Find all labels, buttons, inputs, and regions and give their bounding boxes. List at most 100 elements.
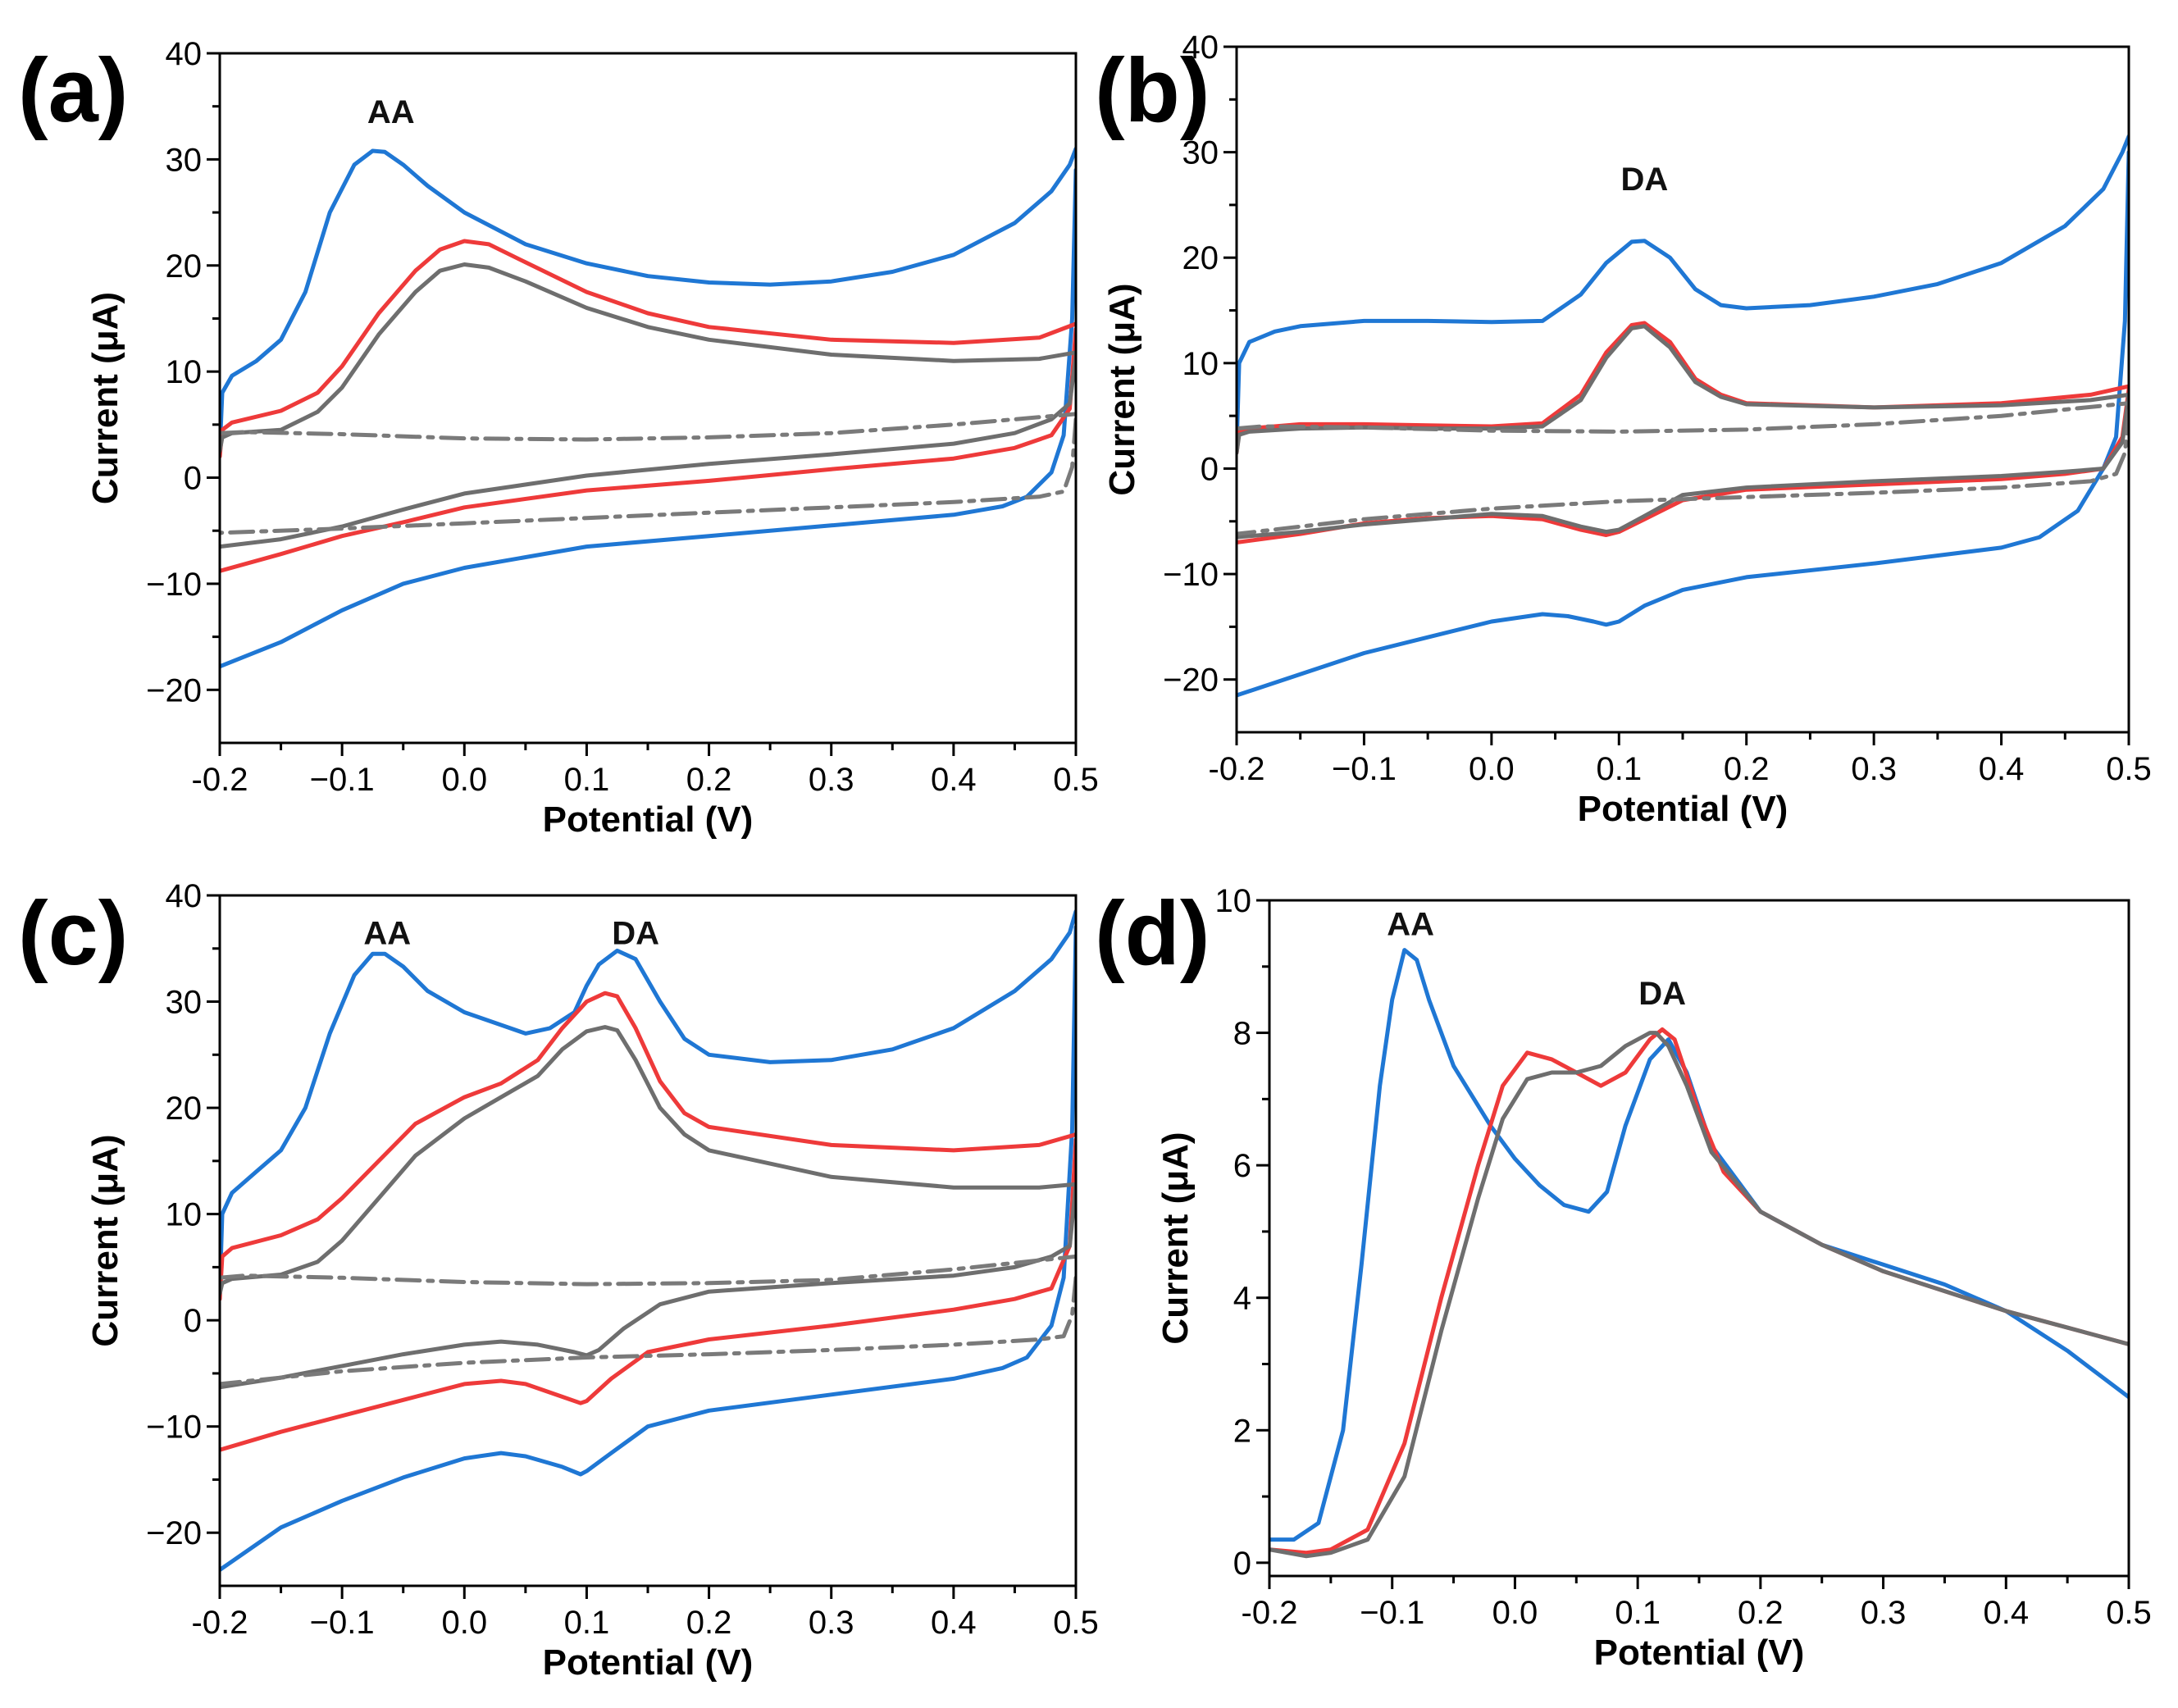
y-tick-label: −10 — [146, 1410, 202, 1446]
series-line-red-reverse — [220, 326, 1076, 573]
y-tick-label: −10 — [146, 567, 202, 603]
series-line-blue-reverse — [220, 925, 1076, 1573]
x-tick-label: −0.1 — [1360, 1595, 1424, 1631]
y-axis-title: Current (μA) — [85, 292, 125, 504]
series-line-gray-reverse — [220, 1182, 1076, 1390]
x-tick-label: 0.4 — [1979, 751, 2025, 787]
axes-frame — [218, 894, 1078, 1587]
x-tick-label: 0.3 — [1861, 1595, 1907, 1631]
y-tick-label: 6 — [1233, 1148, 1251, 1184]
axes-frame — [1268, 899, 2130, 1578]
x-tick-label: 0.5 — [1053, 762, 1099, 798]
x-tick-label: 0.1 — [1615, 1595, 1661, 1631]
y-tick-label: 20 — [166, 1091, 203, 1127]
x-tick-label: 0.0 — [1492, 1595, 1538, 1631]
y-tick-label: −10 — [1163, 557, 1219, 593]
y-tick-label: 0 — [1233, 1546, 1251, 1582]
y-tick-label: 10 — [166, 1197, 203, 1233]
series-line-red-reverse — [220, 1137, 1076, 1452]
series-line-gray-dashdot-reverse — [220, 1275, 1076, 1387]
series-line-gray-forward — [1237, 324, 2129, 455]
x-tick-label: 0.0 — [441, 762, 487, 798]
y-axis-title: Current (μA) — [1155, 1132, 1196, 1344]
series-line-gray-forward — [220, 262, 1076, 453]
plot-area — [1237, 134, 2129, 698]
y-tick-label: 0 — [1201, 451, 1219, 487]
y-tick-label: 10 — [1215, 883, 1252, 919]
y-tick-label: 40 — [166, 878, 203, 914]
x-tick-label: 0.0 — [1469, 751, 1515, 787]
annotation-da: DA — [1620, 162, 1668, 198]
plot-area — [220, 909, 1076, 1573]
series-line-blue — [1269, 948, 2129, 1542]
y-tick-label: −20 — [146, 672, 202, 708]
x-tick-label: 0.2 — [1724, 751, 1770, 787]
y-tick-label: −20 — [146, 1515, 202, 1551]
series-line-red-forward — [220, 991, 1076, 1301]
y-axis-title: Current (μA) — [85, 1134, 125, 1346]
y-tick-label: −20 — [1163, 663, 1219, 699]
x-tick-label: 0.2 — [686, 762, 732, 798]
y-tick-label: 20 — [1182, 240, 1219, 276]
series-line-red-forward — [220, 239, 1076, 459]
series-line-gray-dashdot-forward — [220, 1254, 1076, 1287]
panel-label: (d) — [1095, 883, 1210, 984]
series-line-red-forward — [1237, 321, 2129, 455]
annotation-da: DA — [612, 915, 659, 951]
y-tick-label: 10 — [166, 354, 203, 390]
x-tick-label: -0.2 — [192, 1605, 248, 1641]
series-line-gray — [1269, 1031, 2129, 1559]
series-line-blue-reverse — [1237, 150, 2129, 698]
series-line-gray-reverse — [220, 353, 1076, 549]
panel-b: (b) -0.2 −0.1 0.0 0.1 0.2 0.3 0.4 0.5 −20 −10 0 10 20… — [1095, 30, 2152, 829]
x-axis-title: Potential (V) — [543, 799, 754, 840]
annotation-aa: AA — [1387, 906, 1434, 942]
panel-label: (b) — [1095, 40, 1210, 141]
x-tick-label: 0.5 — [1053, 1605, 1099, 1641]
series-line-gray-dashdot-forward — [1237, 401, 2129, 434]
series-line-gray-dashdot-reverse — [220, 417, 1076, 535]
annotation-da: DA — [1638, 976, 1686, 1012]
x-tick-label: 0.3 — [809, 762, 854, 798]
x-tick-label: −0.1 — [1332, 751, 1397, 787]
series-line-gray-forward — [220, 1025, 1076, 1296]
x-tick-label: 0.1 — [1596, 751, 1642, 787]
series-line-gray-dashdot-forward — [220, 412, 1076, 442]
series-line-blue-forward — [220, 909, 1076, 1296]
panel-label: (c) — [18, 883, 128, 984]
axes-frame — [1235, 45, 2130, 734]
annotation-aa: AA — [367, 94, 415, 130]
series-line-blue-forward — [1237, 134, 2129, 450]
x-tick-label: 0.1 — [564, 1605, 610, 1641]
series-line-gray-reverse — [1237, 392, 2129, 540]
annotation-aa: AA — [363, 915, 411, 951]
x-tick-label: 0.3 — [1851, 751, 1897, 787]
series-line-red — [1269, 1027, 2129, 1555]
series-line-blue-reverse — [220, 167, 1076, 669]
x-tick-label: 0.4 — [931, 762, 977, 798]
x-axis-title: Potential (V) — [1578, 789, 1788, 829]
y-tick-label: 0 — [184, 1303, 202, 1339]
x-tick-label: 0.4 — [1983, 1595, 2029, 1631]
x-tick-label: −0.1 — [310, 1605, 375, 1641]
y-tick-label: 2 — [1233, 1413, 1251, 1449]
plot-area — [220, 146, 1076, 669]
panel-a: (a) -0.2 −0.1 0.0 0.1 0.2 0.3 0.4 0.5 −20 −10 0 10 20… — [18, 36, 1099, 840]
panel-c: (c) -0.2 −0.1 0.0 0.1 0.2 0.3 0.4 0.5 −20 −10 0 10 20… — [18, 878, 1099, 1683]
y-tick-label: 4 — [1233, 1281, 1251, 1317]
x-tick-label: 0.1 — [564, 762, 610, 798]
x-tick-label: 0.0 — [441, 1605, 487, 1641]
series-line-blue-forward — [220, 146, 1076, 453]
x-tick-label: -0.2 — [192, 762, 248, 798]
x-tick-label: -0.2 — [1209, 751, 1265, 787]
plot-area — [1269, 948, 2129, 1559]
x-tick-label: 0.3 — [809, 1605, 854, 1641]
series-line-gray-dashdot-reverse — [1237, 408, 2129, 536]
x-tick-label: 0.2 — [1738, 1595, 1784, 1631]
x-tick-label: -0.2 — [1242, 1595, 1298, 1631]
y-tick-label: 8 — [1233, 1016, 1251, 1052]
x-tick-label: 0.4 — [931, 1605, 977, 1641]
y-tick-label: 10 — [1182, 346, 1219, 382]
x-tick-label: 0.5 — [2106, 751, 2152, 787]
